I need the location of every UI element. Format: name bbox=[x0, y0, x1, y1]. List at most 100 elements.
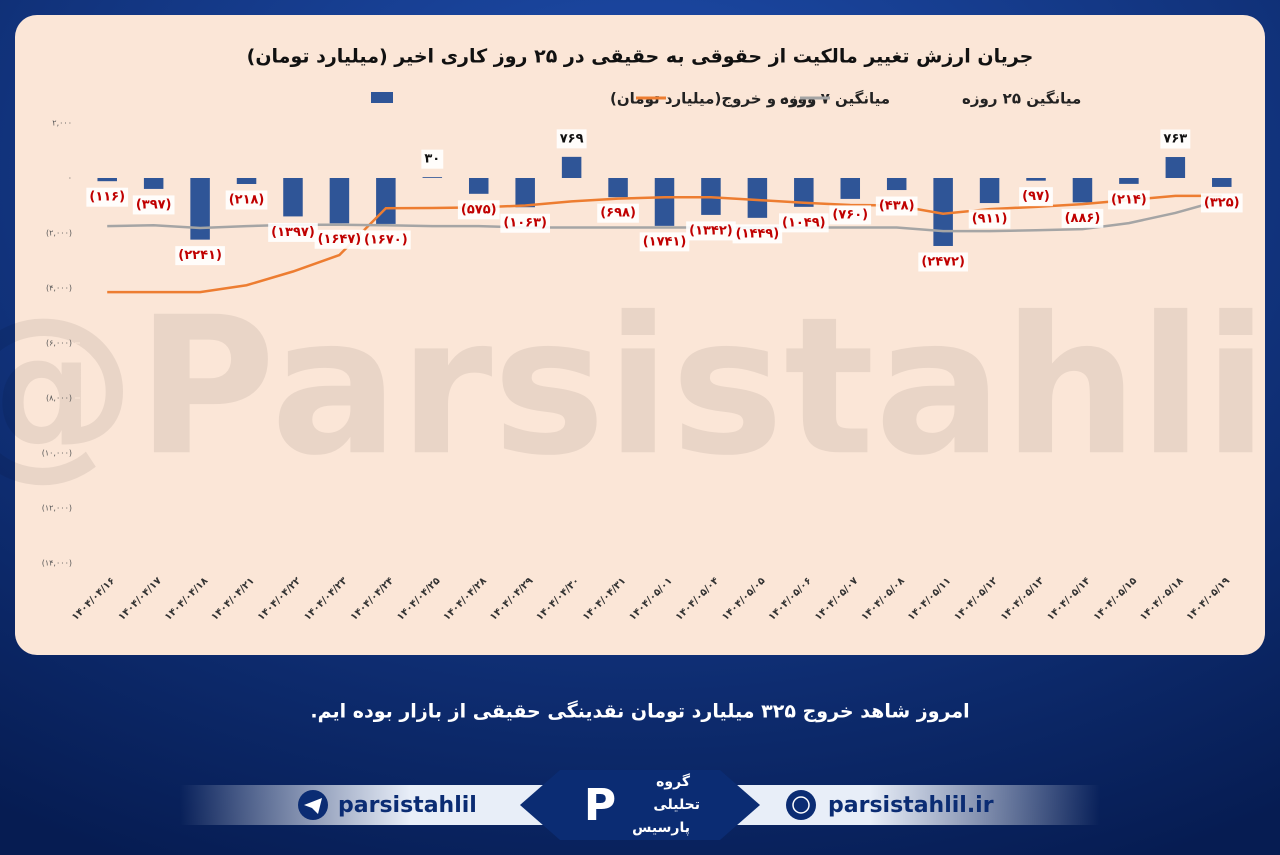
data-label-box bbox=[829, 205, 872, 225]
telegram-handle[interactable]: parsistahlil bbox=[338, 793, 477, 818]
chart-title: جریان ارزش تغییر مالکیت از حقوقی به حقیق… bbox=[247, 46, 1034, 68]
data-label: ۷۶۹ bbox=[560, 131, 584, 146]
data-label-box bbox=[875, 196, 918, 216]
bar bbox=[376, 178, 396, 224]
legend-label: ورود و خروج(میلیارد تومان) bbox=[610, 90, 816, 108]
legend: ورود و خروج(میلیارد تومان) میانگین ۷ روز… bbox=[371, 90, 1081, 108]
bar bbox=[190, 178, 210, 240]
bar bbox=[654, 178, 675, 226]
data-label: (۲۴۷۲) bbox=[921, 254, 965, 269]
logo-plate bbox=[520, 770, 760, 840]
data-label-box bbox=[732, 224, 783, 244]
data-label-box bbox=[500, 213, 550, 233]
logo-text: پارسیس bbox=[632, 820, 690, 836]
data-label-box bbox=[457, 200, 500, 220]
data-label-box bbox=[225, 190, 268, 210]
data-label-box bbox=[132, 195, 175, 215]
data-label: (۱۰۶۳) bbox=[503, 216, 547, 231]
data-label: (۹۷) bbox=[1022, 189, 1050, 204]
data-label-box bbox=[1061, 208, 1104, 228]
logo-text: تحلیلی bbox=[653, 797, 700, 813]
data-label: ۳۰ bbox=[424, 152, 440, 167]
data-label: (۱۴۴۹) bbox=[736, 226, 780, 241]
data-label-box bbox=[314, 229, 365, 249]
data-label: (۶۹۸) bbox=[600, 206, 636, 221]
data-label-box bbox=[1019, 187, 1053, 207]
y-tick-label: ۲,۰۰۰ bbox=[52, 119, 72, 128]
data-label-box bbox=[779, 213, 829, 233]
data-label: (۵۷۵) bbox=[461, 202, 497, 217]
bar bbox=[1026, 178, 1046, 181]
data-label-box bbox=[1108, 190, 1150, 210]
bar bbox=[468, 178, 489, 194]
logo-mark: P bbox=[584, 780, 616, 831]
data-label-box bbox=[86, 187, 129, 207]
bar bbox=[933, 178, 953, 246]
data-label-box bbox=[639, 232, 690, 252]
data-label-box bbox=[556, 129, 587, 149]
bar bbox=[1212, 178, 1232, 187]
data-label-box bbox=[1200, 193, 1243, 213]
website[interactable]: parsistahlil.ir bbox=[828, 793, 994, 818]
y-tick-label: (۴,۰۰۰) bbox=[46, 284, 72, 293]
data-label-box bbox=[421, 149, 444, 169]
data-label: (۷۶۰) bbox=[832, 207, 868, 222]
data-label: (۹۱۱) bbox=[972, 212, 1008, 227]
bar bbox=[143, 178, 164, 189]
bar bbox=[236, 178, 257, 184]
bar bbox=[283, 178, 303, 217]
web-glyph bbox=[792, 796, 810, 814]
watermark: @Parsistahlil bbox=[0, 276, 1280, 497]
y-tick-label: (۱۰,۰۰۰) bbox=[42, 449, 72, 458]
data-label: (۳۹۷) bbox=[136, 197, 172, 212]
data-label-box bbox=[686, 221, 736, 241]
data-label: (۱۳۴۲) bbox=[689, 223, 733, 238]
legend-label: میانگین ۲۵ روزه bbox=[962, 90, 1081, 108]
y-tick-label: (۸,۰۰۰) bbox=[46, 394, 72, 403]
bar bbox=[794, 178, 814, 207]
data-label: (۲۲۴۱) bbox=[178, 248, 222, 263]
y-tick-label: ۰ bbox=[68, 174, 72, 183]
data-label: (۴۳۸) bbox=[879, 199, 915, 214]
data-label: (۲۱۴) bbox=[1111, 192, 1147, 207]
bar bbox=[515, 178, 535, 208]
data-label-box bbox=[1160, 129, 1191, 149]
data-label: (۸۸۶) bbox=[1065, 211, 1101, 226]
y-tick-label: (۱۲,۰۰۰) bbox=[42, 504, 72, 513]
data-label: (۱۶۴۷) bbox=[318, 232, 362, 247]
data-label: (۲۱۸) bbox=[229, 192, 265, 207]
data-label-box bbox=[968, 209, 1011, 229]
y-tick-label: (۶,۰۰۰) bbox=[46, 339, 72, 348]
y-tick-label: (۱۴,۰۰۰) bbox=[42, 559, 72, 568]
bar bbox=[747, 178, 768, 218]
bar bbox=[608, 178, 628, 198]
data-label: (۳۲۵) bbox=[1204, 195, 1240, 210]
data-label: (۱۷۴۱) bbox=[643, 234, 687, 249]
data-label-box bbox=[361, 230, 411, 250]
data-label: (۱۱۶) bbox=[89, 190, 125, 205]
bar bbox=[422, 177, 443, 178]
bar bbox=[886, 178, 907, 191]
bar bbox=[329, 178, 350, 224]
data-label-box bbox=[175, 246, 225, 266]
data-label-box bbox=[918, 252, 968, 272]
data-label-box bbox=[597, 203, 639, 223]
bar bbox=[561, 156, 582, 178]
data-label: (۱۶۷۰) bbox=[364, 232, 408, 247]
legend-swatch bbox=[371, 92, 393, 103]
bar bbox=[840, 178, 861, 199]
telegram-glyph bbox=[304, 798, 322, 814]
bar bbox=[97, 178, 117, 182]
bar bbox=[1072, 178, 1093, 203]
bar bbox=[1119, 178, 1139, 184]
data-label: (۱۳۹۷) bbox=[271, 225, 315, 240]
bar bbox=[979, 178, 1000, 204]
bar bbox=[1165, 157, 1186, 178]
chart-panel bbox=[15, 15, 1265, 655]
data-label-box bbox=[268, 222, 318, 242]
data-label: (۱۰۴۹) bbox=[782, 215, 826, 230]
logo-text: گروه bbox=[656, 773, 691, 790]
caption: امروز شاهد خروج ۳۲۵ میلیارد تومان نقدینگ… bbox=[310, 700, 969, 723]
web-icon bbox=[786, 790, 816, 820]
